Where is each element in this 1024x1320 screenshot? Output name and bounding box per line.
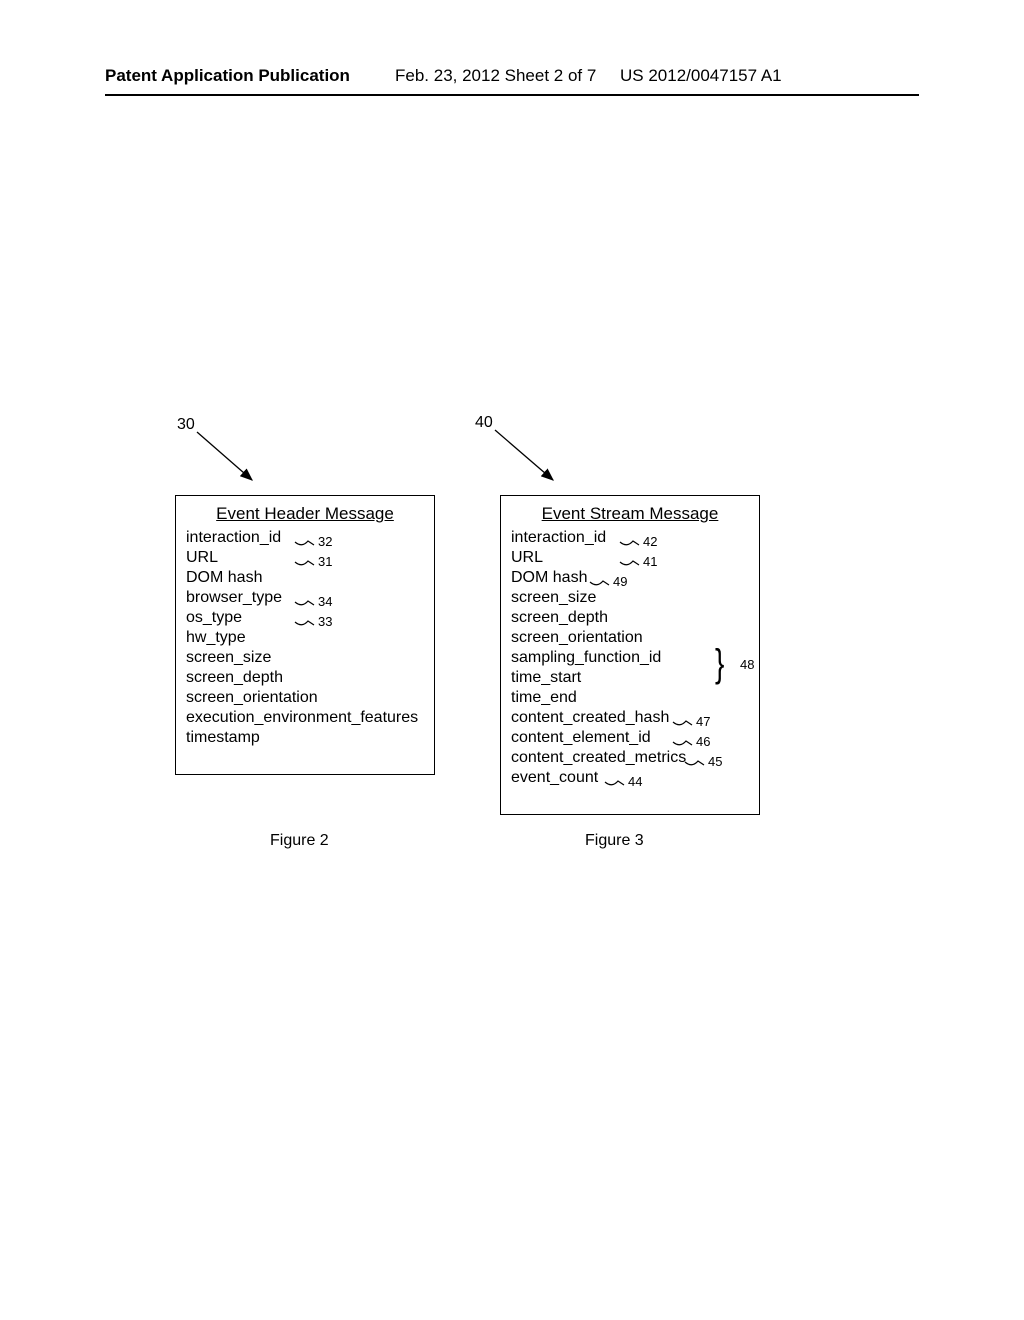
right-field-text: interaction_id [511, 529, 606, 546]
box-left-fields: interaction_id32URL31DOM hash browser_typ… [186, 528, 424, 748]
left-field-3: browser_type34 [186, 588, 424, 608]
left-field-text: screen_orientation [186, 689, 318, 706]
left-field-text: screen_depth [186, 669, 283, 686]
right-field-text: DOM hash [511, 569, 587, 586]
right-field-text: screen_size [511, 589, 596, 606]
left-field-4: os_type33 [186, 608, 424, 628]
left-field-5: hw_type [186, 628, 424, 648]
right-field-text: time_end [511, 689, 577, 706]
left-field-2: DOM hash [186, 568, 424, 588]
left-field-6: screen_size [186, 648, 424, 668]
right-field-text: screen_depth [511, 609, 608, 626]
left-field-9: execution_environment_features [186, 708, 424, 728]
header-right: US 2012/0047157 A1 [620, 66, 782, 86]
header-divider [105, 94, 919, 96]
right-field-9: content_created_hash47 [511, 708, 749, 728]
right-field-text: time_start [511, 669, 581, 686]
figure-3-caption: Figure 3 [585, 832, 644, 850]
left-field-10: timestamp [186, 728, 424, 748]
right-field-6: sampling_function_id [511, 648, 749, 668]
right-field-text: URL [511, 549, 543, 566]
right-field-3: screen_size [511, 588, 749, 608]
left-field-text: execution_environment_features [186, 709, 418, 726]
left-field-text: os_type [186, 609, 242, 626]
right-field-text: screen_orientation [511, 629, 643, 646]
right-field-11: content_created_metrics45 [511, 748, 749, 768]
box-right-fields: interaction_id42URL41DOM hash49screen_si… [511, 528, 749, 788]
lead-left-line [197, 432, 252, 480]
left-field-text: DOM hash [186, 569, 262, 586]
left-field-8: screen_orientation [186, 688, 424, 708]
left-field-7: screen_depth [186, 668, 424, 688]
ref-40-label: 40 [475, 414, 493, 432]
left-field-text: browser_type [186, 589, 282, 606]
left-field-text: interaction_id [186, 529, 281, 546]
left-field-text: hw_type [186, 629, 246, 646]
page: Patent Application Publication Feb. 23, … [0, 0, 1024, 1320]
event-header-message-box: Event Header Message interaction_id32URL… [175, 495, 435, 775]
header-left: Patent Application Publication [105, 66, 350, 86]
header-center: Feb. 23, 2012 Sheet 2 of 7 [395, 66, 596, 86]
left-field-text: timestamp [186, 729, 260, 746]
right-field-text: event_count [511, 769, 598, 786]
right-field-1: URL41 [511, 548, 749, 568]
figure-2-caption: Figure 2 [270, 832, 329, 850]
brace-icon: } [715, 649, 724, 680]
right-field-text: content_element_id [511, 729, 651, 746]
left-field-text: screen_size [186, 649, 271, 666]
right-field-4: screen_depth [511, 608, 749, 628]
box-left-title: Event Header Message [186, 504, 424, 524]
callout-mark-icon [604, 772, 626, 792]
right-field-text: sampling_function_id [511, 649, 661, 666]
right-field-0: interaction_id42 [511, 528, 749, 548]
box-right-title: Event Stream Message [511, 504, 749, 524]
ref-30-label: 30 [177, 416, 195, 434]
callout-44: 44 [628, 772, 642, 792]
right-field-text: content_created_metrics [511, 749, 686, 766]
callout-48: 48 [740, 657, 754, 672]
right-field-8: time_end [511, 688, 749, 708]
left-field-1: URL31 [186, 548, 424, 568]
right-field-2: DOM hash49 [511, 568, 749, 588]
lead-right-line [495, 430, 553, 480]
left-field-0: interaction_id32 [186, 528, 424, 548]
right-field-12: event_count44 [511, 768, 749, 788]
right-field-7: time_start [511, 668, 749, 688]
right-field-10: content_element_id46 [511, 728, 749, 748]
left-field-text: URL [186, 549, 218, 566]
right-field-text: content_created_hash [511, 709, 669, 726]
right-field-5: screen_orientation [511, 628, 749, 648]
